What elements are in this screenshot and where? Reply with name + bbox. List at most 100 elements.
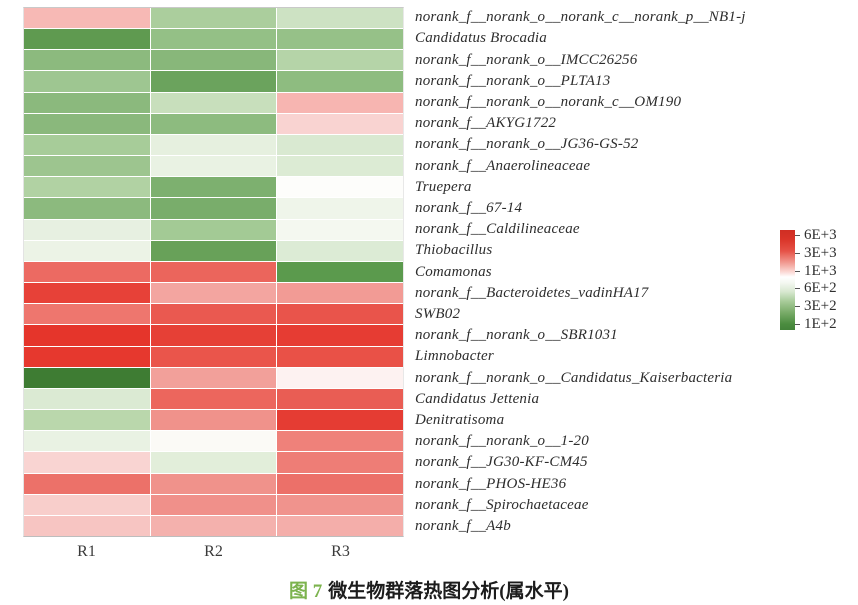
heatmap-cell [150,134,277,156]
legend-tick-dash [795,323,800,325]
heatmap-cell [277,71,403,92]
legend-gradient-bar [780,230,795,330]
heatmap-cell [277,113,403,134]
heatmap-cell [150,261,277,283]
heatmap-cell [150,410,277,431]
heatmap-cell [277,50,403,71]
legend-tick-label: 6E+2 [804,280,837,297]
heatmap-cell [277,29,403,50]
heatmap-cell [150,304,277,325]
row-label: norank_f__Caldilineaceae [415,221,580,238]
legend-tick-dash [795,306,800,308]
heatmap-cell [24,134,150,156]
row-label: Thiobacillus [415,242,493,259]
legend-tick-dash [795,288,800,290]
row-label: norank_f__PHOS-HE36 [415,475,567,492]
heatmap-cell [24,325,150,346]
heatmap-cell [150,177,277,198]
legend-tick-dash [795,270,800,272]
heatmap-cell [277,156,403,177]
row-label: SWB02 [415,305,461,322]
heatmap-cell [277,473,403,494]
heatmap-cell [150,431,277,452]
heatmap-cell [150,92,277,113]
heatmap-cell [150,367,277,388]
row-label: Limnobacter [415,348,494,365]
heatmap-cell [277,431,403,452]
heatmap-cell [277,261,403,283]
heatmap-cell [150,113,277,134]
heatmap-cell [150,325,277,346]
legend-tick-dash [795,253,800,254]
heatmap-cell [24,50,150,71]
heatmap-grid [23,7,404,537]
heatmap-cell [277,92,403,113]
row-label: norank_f__norank_o__norank_c__OM190 [415,93,682,110]
row-label: norank_f__norank_o__Candidatus_Kaiserbac… [415,369,733,386]
heatmap-cell [24,388,150,410]
legend-ticks: 6E+3 3E+3 1E+3 6E+2 3E+2 1E+2 [795,227,837,333]
row-label: norank_f__norank_o__SBR1031 [415,327,618,344]
row-label: norank_f__Spirochaetaceae [415,496,589,513]
legend-tick: 6E+2 [795,280,837,298]
heatmap-cell [150,50,277,71]
heatmap-cell [150,156,277,177]
heatmap-cell [24,177,150,198]
heatmap-cell [24,92,150,113]
heatmap-cell [277,8,403,29]
legend-tick: 6E+3 [795,227,837,245]
row-label: norank_f__norank_o__PLTA13 [415,72,611,89]
figure-caption: 图 7 微生物群落热图分析(属水平) [0,576,858,603]
heatmap-cell [277,219,403,240]
heatmap-cell [150,388,277,410]
heatmap-cell [24,494,150,515]
row-label: Candidatus Brocadia [415,30,547,47]
heatmap-cell [150,515,277,536]
heatmap-cell [24,71,150,92]
col-label: R1 [77,543,96,560]
row-label: norank_f__AKYG1722 [415,115,557,132]
heatmap-cell [24,198,150,219]
col-label: R2 [204,543,223,560]
row-label: Truepera [415,178,472,195]
heatmap-cell [150,29,277,50]
heatmap-cell [277,240,403,261]
legend-tick: 1E+2 [795,315,837,333]
heatmap-cell [24,304,150,325]
heatmap-cell [277,410,403,431]
heatmap-cell [150,219,277,240]
heatmap-cell [150,473,277,494]
caption-text: 微生物群落热图分析(属水平) [328,581,569,602]
row-label: norank_f__Bacteroidetes_vadinHA17 [415,284,649,301]
heatmap-cell [277,367,403,388]
row-label: norank_f__norank_o__IMCC26256 [415,51,638,68]
row-label: norank_f__norank_o__norank_c__norank_p__… [415,9,746,26]
row-label: norank_f__Anaerolineaceae [415,157,591,174]
heatmap-cell [24,29,150,50]
figure-number: 图 7 [289,581,323,602]
row-label: norank_f__norank_o__1-20 [415,433,589,450]
heatmap-cell [150,71,277,92]
heatmap-cell [277,198,403,219]
row-label: Denitratisoma [415,411,505,428]
heatmap-cell [24,219,150,240]
heatmap-cell [150,8,277,29]
row-label: norank_f__norank_o__JG36-GS-52 [415,136,639,153]
heatmap-cell [277,452,403,473]
row-labels: norank_f__norank_o__norank_c__norank_p__… [415,7,855,537]
legend-tick: 3E+3 [795,245,837,263]
heatmap-cell [277,346,403,367]
heatmap-cell [150,283,277,304]
heatmap-cell [277,388,403,410]
heatmap-cell [150,346,277,367]
heatmap-cell [24,473,150,494]
heatmap-cell [277,515,403,536]
heatmap-cell [24,346,150,367]
heatmap-cell [24,283,150,304]
legend-tick-dash [795,235,800,237]
row-label: norank_f__A4b [415,517,511,534]
heatmap-cell [24,367,150,388]
heatmap-cell [24,261,150,283]
heatmap-cell [24,113,150,134]
